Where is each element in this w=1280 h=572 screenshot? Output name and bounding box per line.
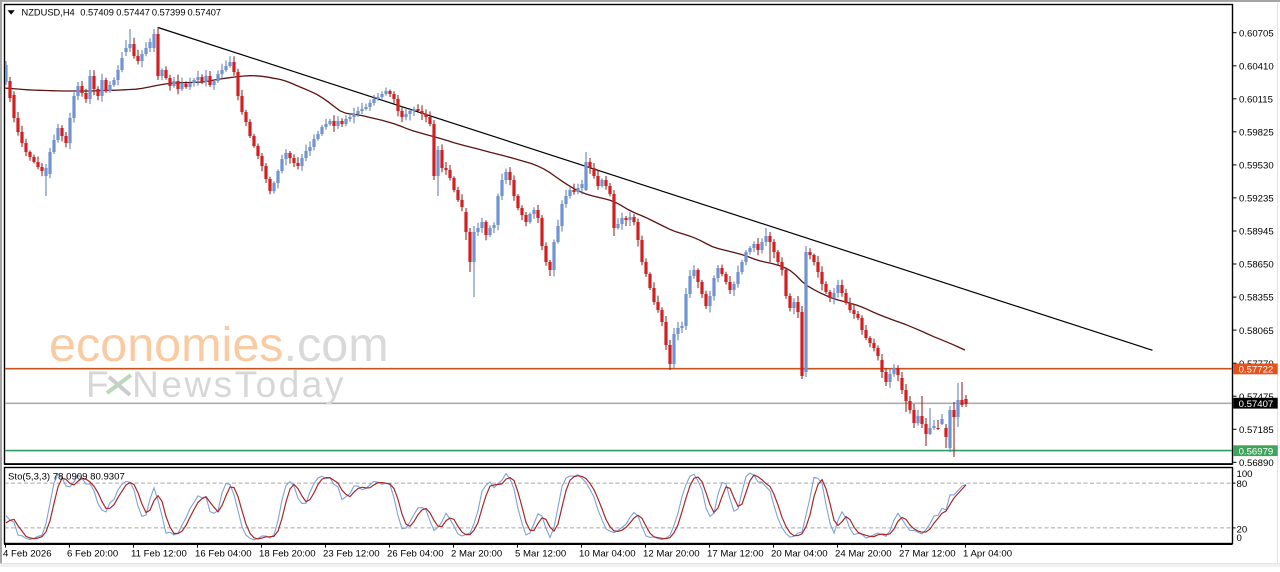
svg-text:0.57407: 0.57407 [188,8,222,18]
svg-text:0.58945: 0.58945 [1239,227,1274,238]
svg-text:Sto(5,3,3) 78.0909 80.9307: Sto(5,3,3) 78.0909 80.9307 [8,471,125,482]
svg-text:0.57185: 0.57185 [1239,425,1274,436]
svg-text:0.59235: 0.59235 [1239,194,1274,205]
svg-text:20 Mar 04:00: 20 Mar 04:00 [771,549,828,560]
svg-text:0.56979: 0.56979 [1239,446,1274,457]
svg-text:6 Feb 20:00: 6 Feb 20:00 [67,549,118,560]
svg-text:0.57722: 0.57722 [1239,365,1274,376]
svg-text:0.58065: 0.58065 [1239,326,1274,337]
svg-text:NZDUSD,H4: NZDUSD,H4 [22,8,75,18]
svg-text:0.59530: 0.59530 [1239,161,1274,172]
svg-text:5 Mar 12:00: 5 Mar 12:00 [515,549,566,560]
svg-text:0.57475: 0.57475 [1239,392,1274,403]
svg-text:24 Mar 20:00: 24 Mar 20:00 [835,549,892,560]
svg-text:0.59825: 0.59825 [1239,127,1274,138]
svg-text:4 Feb 2026: 4 Feb 2026 [3,549,52,560]
svg-text:12 Mar 20:00: 12 Mar 20:00 [643,549,700,560]
svg-text:26 Feb 04:00: 26 Feb 04:00 [387,549,444,560]
svg-text:0.60115: 0.60115 [1239,94,1273,105]
svg-text:0.58650: 0.58650 [1239,260,1274,271]
svg-text:0.57409: 0.57409 [80,8,114,18]
svg-text:100: 100 [1237,469,1253,480]
svg-text:23 Feb 12:00: 23 Feb 12:00 [323,549,380,560]
svg-text:0.60705: 0.60705 [1239,28,1274,39]
svg-text:20: 20 [1237,525,1248,536]
svg-text:0.57447: 0.57447 [116,8,150,18]
svg-text:80: 80 [1237,479,1248,490]
svg-text:0: 0 [1237,533,1242,544]
svg-text:2 Mar 20:00: 2 Mar 20:00 [451,549,502,560]
svg-text:16 Feb 04:00: 16 Feb 04:00 [195,549,252,560]
svg-text:0.57399: 0.57399 [152,8,186,18]
svg-text:11 Feb 12:00: 11 Feb 12:00 [131,549,187,560]
svg-text:0.57407: 0.57407 [1239,399,1274,410]
svg-text:0.60410: 0.60410 [1239,61,1274,72]
svg-text:1 Apr 04:00: 1 Apr 04:00 [963,549,1012,560]
svg-text:0.58355: 0.58355 [1239,293,1274,304]
svg-text:economies.com: economies.com [49,318,389,372]
svg-text:FxNewsToday: FxNewsToday [86,364,346,405]
svg-text:10 Mar 04:00: 10 Mar 04:00 [579,549,636,560]
svg-text:17 Mar 12:00: 17 Mar 12:00 [707,549,764,560]
svg-text:27 Mar 12:00: 27 Mar 12:00 [899,549,956,560]
svg-text:18 Feb 20:00: 18 Feb 20:00 [259,549,316,560]
svg-text:0.56890: 0.56890 [1239,458,1274,469]
